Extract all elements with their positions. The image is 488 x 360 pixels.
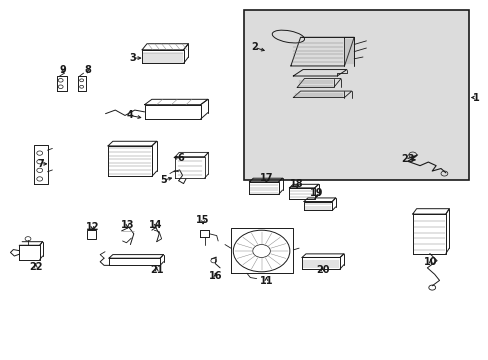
Text: 12: 12	[85, 222, 99, 232]
Text: 22: 22	[29, 262, 42, 272]
Text: 9: 9	[60, 64, 66, 75]
Text: 7: 7	[37, 159, 44, 169]
Bar	[244, 10, 468, 180]
Text: 19: 19	[309, 188, 323, 198]
Text: 18: 18	[290, 179, 304, 189]
Text: 16: 16	[208, 271, 222, 281]
Text: 20: 20	[315, 265, 328, 275]
Text: 11: 11	[259, 276, 273, 286]
Text: 21: 21	[150, 265, 163, 275]
Text: 6: 6	[177, 153, 184, 163]
Text: 5: 5	[161, 175, 167, 185]
Text: 2: 2	[250, 42, 257, 52]
Text: 10: 10	[423, 257, 437, 267]
Text: 4: 4	[126, 111, 133, 121]
Bar	[87, 230, 96, 239]
Text: 14: 14	[149, 220, 162, 230]
Text: 3: 3	[129, 53, 136, 63]
Text: 23: 23	[400, 154, 414, 164]
Text: 15: 15	[196, 215, 209, 225]
Text: 8: 8	[84, 64, 91, 75]
Text: 13: 13	[121, 220, 134, 230]
Text: 1: 1	[472, 93, 479, 103]
Text: 17: 17	[259, 173, 273, 183]
